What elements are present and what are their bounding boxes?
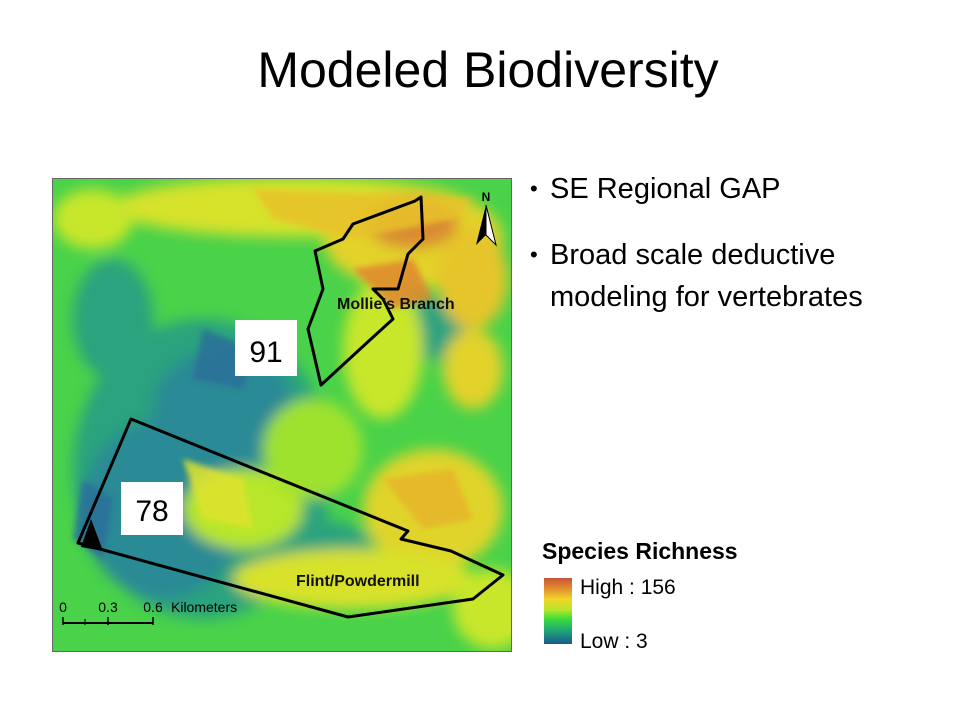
legend-title: Species Richness [542, 538, 738, 564]
richness-raster [53, 179, 511, 651]
mollies-branch-value-box: 91 [235, 320, 297, 376]
flint-powdermill-value-box: 78 [121, 482, 183, 535]
bullet-dot-icon: • [530, 176, 538, 201]
north-label: N [482, 190, 491, 204]
flint-powdermill-label: Flint/Powdermill [296, 573, 420, 590]
scale-bar: 0 0.3 0.6 Kilometers [59, 599, 237, 625]
legend-color-ramp [544, 578, 572, 644]
mollies-branch-value: 91 [249, 336, 282, 369]
bullet-text: Broad scale deductive modeling for verte… [550, 239, 863, 313]
bullet-item: • SE Regional GAP [530, 168, 950, 210]
legend-low-label: Low : 3 [580, 630, 648, 653]
bullet-dot-icon: • [530, 242, 538, 267]
legend-high-label: High : 156 [580, 576, 676, 599]
bullet-list: • SE Regional GAP • Broad scale deductiv… [530, 168, 950, 342]
scale-tick-2: 0.6 [143, 599, 163, 615]
species-richness-legend: Species Richness High : 156 Low : 3 [542, 536, 802, 660]
mollies-branch-label: Mollie's Branch [337, 296, 455, 313]
bullet-item: • Broad scale deductive modeling for ver… [530, 234, 950, 318]
scale-tick-0: 0 [59, 599, 67, 615]
flint-powdermill-value: 78 [135, 495, 168, 528]
species-richness-map: N 91 78 Mollie's Branch Flint/Powdermill… [52, 178, 512, 652]
north-arrow: N [476, 190, 497, 247]
scale-tick-1: 0.3 [98, 599, 118, 615]
mollies-branch-boundary [306, 195, 425, 387]
flint-powdermill-triangle [81, 519, 103, 551]
scale-unit: Kilometers [171, 599, 237, 615]
bullet-text: SE Regional GAP [550, 173, 781, 205]
slide-title: Modeled Biodiversity [257, 42, 719, 98]
flint-powdermill-boundary [76, 417, 505, 619]
